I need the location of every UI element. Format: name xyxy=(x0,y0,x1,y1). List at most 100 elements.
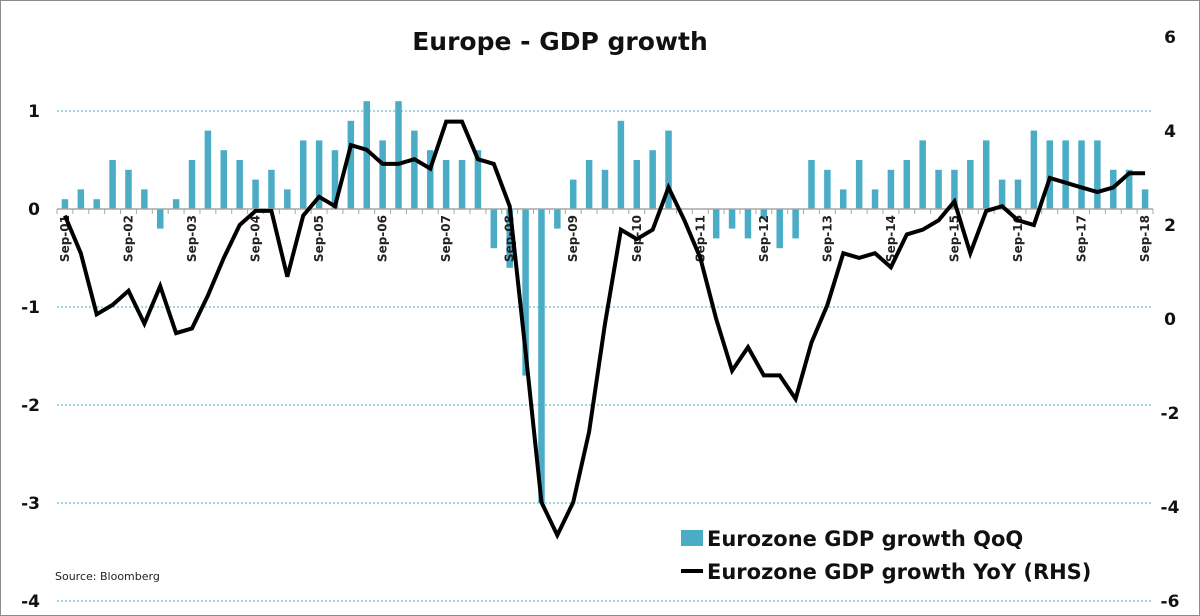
bar xyxy=(363,101,370,209)
bar xyxy=(935,169,942,209)
bar xyxy=(284,189,291,209)
x-tick-label: Sep-18 xyxy=(1138,215,1152,262)
x-tick-label: Sep-01 xyxy=(58,215,72,262)
legend: Eurozone GDP growth QoQ Eurozone GDP gro… xyxy=(681,527,1091,584)
bar xyxy=(792,209,799,239)
bar xyxy=(252,179,259,209)
bar xyxy=(617,120,625,209)
y-left-tick-label: -1 xyxy=(21,298,40,318)
legend-label-yoy: Eurozone GDP growth YoY (RHS) xyxy=(707,560,1091,584)
bar xyxy=(347,120,355,209)
bar xyxy=(855,160,863,209)
bar xyxy=(522,209,529,376)
y-right-tick-label: -4 xyxy=(1161,498,1180,518)
gridlines xyxy=(57,110,1153,602)
bar xyxy=(1078,140,1085,209)
bar xyxy=(141,189,148,209)
bar xyxy=(808,160,815,209)
bar xyxy=(1046,140,1054,209)
bar xyxy=(125,169,132,209)
y-right-tick-label: 4 xyxy=(1164,122,1176,142)
bar xyxy=(824,169,831,209)
bar xyxy=(236,160,243,209)
bar xyxy=(903,160,911,209)
bar xyxy=(1030,130,1038,209)
y-right-tick-label: -2 xyxy=(1161,404,1180,424)
bar xyxy=(998,179,1006,209)
x-tick-label: Sep-05 xyxy=(312,215,326,262)
line-series-yoy xyxy=(63,119,1146,540)
x-tick-label: Sep-07 xyxy=(439,215,453,262)
bar xyxy=(490,209,498,249)
bar xyxy=(156,209,164,229)
bar xyxy=(1062,140,1069,209)
x-tick-label: Sep-04 xyxy=(249,215,263,262)
x-tick-label: Sep-13 xyxy=(820,215,834,262)
chart-title: Europe - GDP growth xyxy=(412,27,708,56)
bar xyxy=(61,199,69,209)
bar xyxy=(474,150,482,209)
x-tick-label: Sep-12 xyxy=(757,215,771,262)
bar xyxy=(538,209,545,503)
x-tick-label: Sep-02 xyxy=(121,215,135,262)
bar xyxy=(93,199,100,209)
x-tick-label: Sep-17 xyxy=(1075,215,1089,262)
bar xyxy=(951,169,958,209)
legend-swatch-qoq xyxy=(681,530,703,546)
bar xyxy=(665,130,672,209)
y-axis-left: 1 0 -1 -2 -3 -4 xyxy=(21,102,40,612)
bar xyxy=(458,160,466,209)
bar xyxy=(188,160,196,209)
bar xyxy=(315,140,323,209)
x-tick-label: Sep-09 xyxy=(566,215,580,262)
bar xyxy=(712,209,720,239)
bar-series-qoq xyxy=(61,101,1149,503)
x-tick-label: Sep-15 xyxy=(947,215,961,262)
bar xyxy=(1141,189,1149,209)
y-left-tick-label: -4 xyxy=(21,592,40,612)
bar xyxy=(109,160,116,209)
bar xyxy=(331,150,339,209)
x-tick-label: Sep-16 xyxy=(1011,215,1025,262)
bar xyxy=(569,179,577,209)
bar xyxy=(728,209,736,229)
bar xyxy=(744,209,752,239)
bar xyxy=(871,189,879,209)
bar xyxy=(395,101,402,209)
bar xyxy=(268,169,275,209)
x-tick-label: Sep-06 xyxy=(376,215,390,262)
x-tick-label: Sep-03 xyxy=(185,215,199,262)
y-right-tick-label: 6 xyxy=(1164,28,1176,48)
bar xyxy=(840,189,847,209)
bar xyxy=(554,209,561,229)
bar xyxy=(633,160,641,209)
y-right-tick-label: 2 xyxy=(1164,216,1176,236)
x-axis: Sep-01 Sep-02 Sep-03 Sep-04 Sep-05 Sep-06 Sep-… xyxy=(56,208,1154,262)
y-right-tick-label: -6 xyxy=(1161,592,1180,612)
bar xyxy=(1014,179,1022,209)
bar xyxy=(585,160,593,209)
legend-label-qoq: Eurozone GDP growth QoQ xyxy=(707,527,1023,551)
bar xyxy=(299,140,307,209)
bar xyxy=(411,130,418,209)
bar xyxy=(919,140,926,209)
bar xyxy=(442,160,450,209)
bar xyxy=(982,140,990,209)
y-right-tick-label: 0 xyxy=(1164,310,1176,330)
bar xyxy=(649,150,656,209)
bar xyxy=(427,150,434,209)
y-left-tick-label: -3 xyxy=(21,494,40,514)
source-note: Source: Bloomberg xyxy=(55,570,160,583)
y-left-tick-label: 1 xyxy=(28,102,40,122)
y-axis-right: 6 4 2 0 -2 -4 -6 xyxy=(1161,28,1180,612)
bar xyxy=(760,209,768,219)
bar xyxy=(204,130,212,209)
bar xyxy=(1094,140,1101,209)
bar xyxy=(506,209,513,268)
y-left-tick-label: -2 xyxy=(21,396,40,416)
y-left-tick-label: 0 xyxy=(28,200,40,220)
x-tick-label: Sep-14 xyxy=(884,215,898,262)
bar xyxy=(601,169,609,209)
bar xyxy=(776,209,783,249)
